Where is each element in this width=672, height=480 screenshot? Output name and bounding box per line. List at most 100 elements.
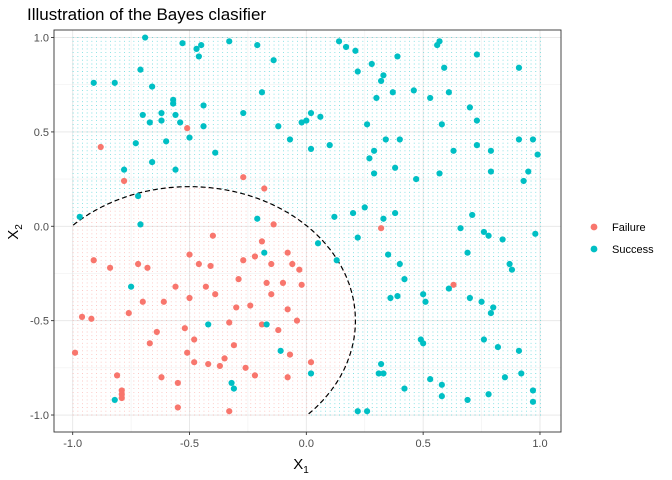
failure-point-45 <box>216 362 223 370</box>
success-point-29 <box>139 111 146 119</box>
success-point-56 <box>473 142 480 149</box>
failure-point-25 <box>221 355 228 362</box>
success-point-7 <box>270 57 277 64</box>
failure-point-47 <box>242 364 249 371</box>
success-point-8 <box>335 38 343 45</box>
success-point-107 <box>508 266 516 273</box>
success-point-71 <box>307 145 315 153</box>
failure-point-15 <box>160 298 167 305</box>
success-point-94 <box>422 298 429 305</box>
success-point-59 <box>529 136 537 143</box>
y-tick-label-2: 0.0 <box>34 221 49 233</box>
success-point-12 <box>380 72 387 79</box>
success-point-57 <box>487 147 495 154</box>
success-point-90 <box>401 276 408 283</box>
success-point-80 <box>137 221 144 228</box>
y-tick-label-0: -1.0 <box>30 410 49 422</box>
plot-panel <box>53 29 562 433</box>
legend-key-failure <box>590 223 598 231</box>
legend: Failure Success <box>590 222 654 256</box>
success-point-34 <box>200 123 207 130</box>
success-point-122 <box>417 336 424 343</box>
x-tick-label-3: 0.5 <box>416 438 431 450</box>
success-point-79 <box>76 213 83 220</box>
success-point-0 <box>142 34 149 41</box>
y-axis-title-base: X <box>5 230 22 240</box>
success-point-88 <box>385 251 392 258</box>
x-tick-label-2: 0.0 <box>299 438 314 450</box>
success-point-134 <box>228 379 235 387</box>
success-point-128 <box>363 408 371 415</box>
success-point-109 <box>480 336 487 343</box>
success-point-108 <box>532 230 539 237</box>
success-point-58 <box>515 136 523 143</box>
failure-point-66 <box>191 336 198 343</box>
success-point-52 <box>445 89 452 96</box>
failure-point-67 <box>144 264 151 271</box>
success-point-106 <box>506 260 513 268</box>
success-point-27 <box>170 100 177 107</box>
success-point-98 <box>469 211 476 219</box>
x-axis-title-base: X <box>293 456 303 473</box>
success-point-125 <box>377 360 385 368</box>
failure-point-10 <box>135 260 142 268</box>
panel-background <box>54 30 561 432</box>
y-tick-label-1: -0.5 <box>30 316 49 328</box>
success-point-66 <box>392 164 399 171</box>
success-point-138 <box>254 215 261 222</box>
failure-point-36 <box>289 260 296 268</box>
failure-point-40 <box>251 372 259 379</box>
success-point-47 <box>382 136 389 143</box>
success-point-136 <box>128 283 135 290</box>
success-point-24 <box>111 79 118 86</box>
success-point-102 <box>478 298 485 305</box>
failure-point-21 <box>202 283 209 290</box>
failure-point-57 <box>296 266 303 273</box>
success-point-123 <box>401 385 408 392</box>
x-tick-label-1: -0.5 <box>180 438 199 450</box>
failure-point-12 <box>125 309 132 317</box>
success-point-30 <box>158 117 165 124</box>
success-point-36 <box>212 149 219 156</box>
success-point-86 <box>354 234 361 241</box>
success-point-116 <box>485 391 492 398</box>
success-point-4 <box>195 53 202 60</box>
failure-point-29 <box>251 253 259 260</box>
y-axis-title: X2 <box>5 224 25 240</box>
x-tick-label-0: -1.0 <box>63 438 82 450</box>
success-point-60 <box>534 151 541 158</box>
success-point-43 <box>307 109 315 117</box>
failure-point-41 <box>258 321 266 328</box>
failure-point-38 <box>298 281 305 288</box>
success-point-22 <box>137 66 144 73</box>
success-point-20 <box>473 51 480 58</box>
success-point-131 <box>263 321 270 328</box>
failure-point-52 <box>118 394 125 402</box>
failure-point-4 <box>261 185 268 192</box>
failure-point-30 <box>258 238 266 245</box>
grid-lines <box>54 30 561 432</box>
failure-point-58 <box>240 257 247 264</box>
success-point-133 <box>230 385 238 392</box>
success-point-62 <box>520 177 527 185</box>
failure-point-6 <box>78 313 86 320</box>
failure-point-3 <box>240 174 247 181</box>
success-point-117 <box>464 396 471 404</box>
success-point-89 <box>396 260 403 268</box>
success-point-114 <box>529 387 537 394</box>
legend-key-success <box>590 245 598 253</box>
success-point-42 <box>303 117 310 124</box>
x-axis-title: X1 <box>293 456 309 476</box>
failure-point-26 <box>226 319 233 326</box>
success-point-139 <box>314 240 322 247</box>
success-point-103 <box>490 304 497 311</box>
failure-point-61 <box>270 221 277 228</box>
failure-point-50 <box>113 372 121 379</box>
success-point-54 <box>473 117 480 124</box>
success-point-11 <box>368 60 375 68</box>
success-point-113 <box>518 370 525 377</box>
failure-point-46 <box>230 342 238 349</box>
success-point-46 <box>363 121 371 128</box>
success-point-127 <box>354 408 361 415</box>
success-point-6 <box>254 41 261 49</box>
